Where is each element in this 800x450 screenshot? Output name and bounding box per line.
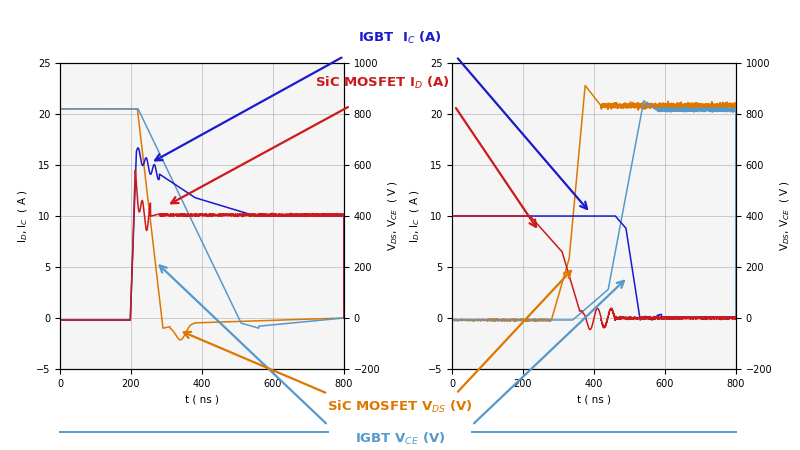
X-axis label: t ( ns ): t ( ns ) [185,394,219,404]
Y-axis label: V$_{DS}$, V$_{CE}$  ( V ): V$_{DS}$, V$_{CE}$ ( V ) [386,180,399,252]
Y-axis label: I$_D$, I$_C$  ( A ): I$_D$, I$_C$ ( A ) [17,189,30,243]
Text: SiC MOSFET I$_D$ (A): SiC MOSFET I$_D$ (A) [315,75,450,91]
Y-axis label: V$_{DS}$, V$_{CE}$  ( V ): V$_{DS}$, V$_{CE}$ ( V ) [778,180,791,252]
X-axis label: t ( ns ): t ( ns ) [577,394,611,404]
Text: IGBT V$_{CE}$ (V): IGBT V$_{CE}$ (V) [354,431,446,447]
Text: SiC MOSFET V$_{DS}$ (V): SiC MOSFET V$_{DS}$ (V) [327,399,473,415]
Text: IGBT  I$_C$ (A): IGBT I$_C$ (A) [358,30,442,46]
Y-axis label: I$_D$, I$_C$  ( A ): I$_D$, I$_C$ ( A ) [409,189,422,243]
